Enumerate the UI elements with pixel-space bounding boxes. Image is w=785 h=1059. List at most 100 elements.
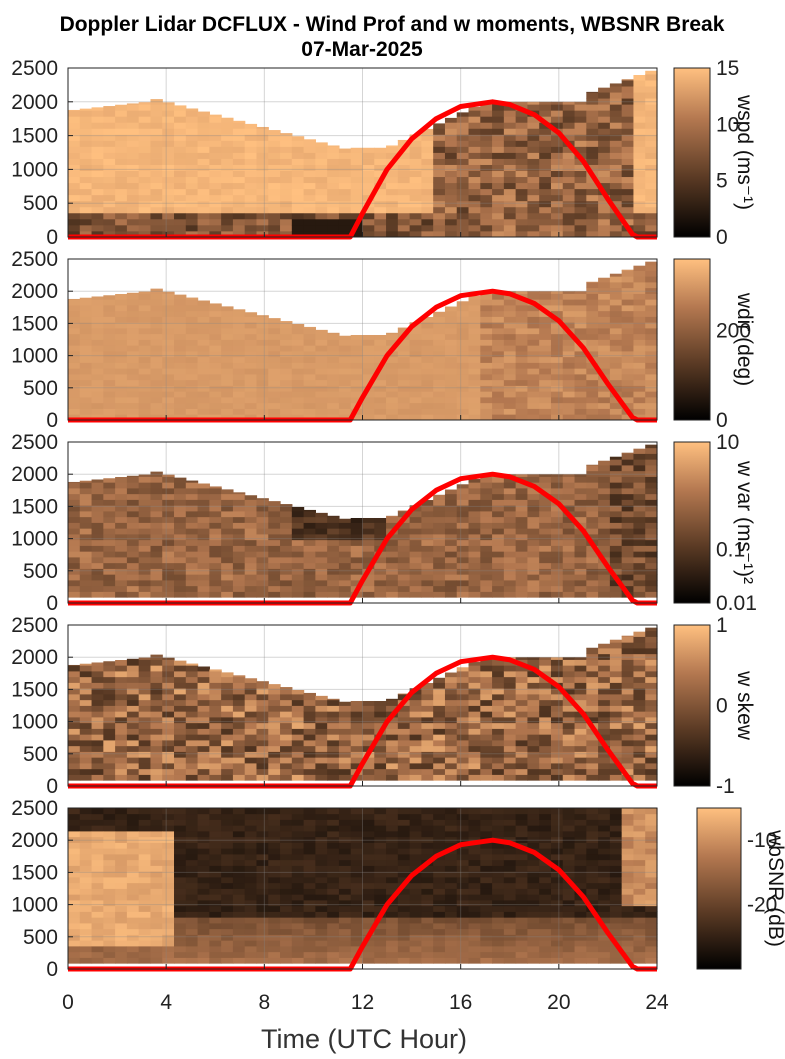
heatmap-cell bbox=[244, 212, 258, 220]
heatmap-cell bbox=[174, 740, 187, 747]
heatmap-cell bbox=[433, 146, 446, 153]
heatmap-cell bbox=[197, 825, 210, 832]
heatmap-cell bbox=[103, 333, 116, 340]
heatmap-cell bbox=[126, 842, 140, 849]
heatmap-cell bbox=[633, 206, 646, 214]
heatmap-cell bbox=[362, 763, 375, 770]
heatmap-cell bbox=[527, 522, 540, 529]
heatmap-cell bbox=[268, 946, 281, 953]
heatmap-cell bbox=[562, 488, 576, 495]
heatmap-cell bbox=[256, 751, 269, 758]
heatmap-cell bbox=[138, 224, 152, 232]
heatmap-cell bbox=[91, 218, 104, 226]
heatmap-cell bbox=[327, 351, 340, 358]
heatmap-cell bbox=[586, 528, 599, 535]
heatmap-cell bbox=[515, 534, 529, 541]
heatmap-cell bbox=[197, 894, 210, 901]
heatmap-cell bbox=[91, 574, 104, 581]
heatmap-cell bbox=[492, 293, 505, 300]
heatmap-cell bbox=[374, 877, 387, 884]
heatmap-cell bbox=[468, 499, 481, 506]
heatmap-cell bbox=[362, 517, 375, 523]
heatmap-cell bbox=[550, 230, 564, 238]
heatmap-cell bbox=[527, 402, 540, 409]
heatmap-cell bbox=[115, 591, 128, 598]
heatmap-cell bbox=[539, 356, 552, 363]
heatmap-cell bbox=[268, 854, 281, 861]
heatmap-cell bbox=[126, 539, 140, 546]
heatmap-cell bbox=[386, 397, 399, 404]
heatmap-cell bbox=[645, 328, 658, 335]
heatmap-cell bbox=[621, 751, 635, 758]
heatmap-cell bbox=[362, 836, 375, 843]
heatmap-cell bbox=[150, 188, 163, 196]
heatmap-cell bbox=[409, 140, 422, 147]
heatmap-cell bbox=[291, 768, 305, 775]
heatmap-cell bbox=[550, 305, 564, 312]
heatmap-cell bbox=[645, 551, 658, 558]
heatmap-cell bbox=[256, 539, 269, 546]
heatmap-cell bbox=[150, 951, 163, 958]
heatmap-cell bbox=[150, 957, 163, 964]
heatmap-cell bbox=[221, 152, 234, 159]
heatmap-cell bbox=[303, 333, 316, 340]
heatmap-cell bbox=[79, 871, 93, 878]
heatmap-cell bbox=[244, 819, 258, 826]
heatmap-cell bbox=[456, 333, 470, 340]
heatmap-cell bbox=[327, 711, 340, 718]
heatmap-cell bbox=[621, 110, 635, 117]
heatmap-cell bbox=[362, 212, 375, 220]
heatmap-cell bbox=[209, 212, 222, 220]
heatmap-cell bbox=[103, 551, 116, 558]
heatmap-cell bbox=[291, 511, 305, 518]
heatmap-cell bbox=[550, 585, 564, 592]
heatmap-cell bbox=[480, 414, 493, 421]
heatmap-cell bbox=[633, 545, 646, 552]
heatmap-cell bbox=[527, 694, 540, 701]
heatmap-cell bbox=[421, 522, 434, 529]
heatmap-cell bbox=[421, 711, 434, 718]
heatmap-cell bbox=[550, 722, 564, 729]
heatmap-cell bbox=[115, 339, 128, 346]
heatmap-cell bbox=[185, 402, 199, 409]
heatmap-cell bbox=[126, 134, 140, 141]
heatmap-cell bbox=[397, 734, 411, 741]
heatmap-cell bbox=[468, 505, 481, 512]
heatmap-cell bbox=[527, 580, 540, 587]
heatmap-cell bbox=[527, 722, 540, 729]
heatmap-cell bbox=[209, 934, 222, 941]
heatmap-cell bbox=[197, 534, 210, 541]
heatmap-cell bbox=[68, 831, 81, 838]
heatmap-cell bbox=[386, 333, 399, 340]
heatmap-cell bbox=[586, 653, 599, 660]
heatmap-cell bbox=[150, 200, 163, 208]
heatmap-cell bbox=[126, 218, 140, 226]
heatmap-cell bbox=[91, 877, 104, 884]
heatmap-cell bbox=[586, 293, 599, 300]
heatmap-cell bbox=[79, 734, 93, 741]
heatmap-cell bbox=[444, 218, 458, 226]
y-tick-label: 2000 bbox=[11, 280, 58, 303]
heatmap-cell bbox=[280, 842, 293, 849]
heatmap-cell bbox=[409, 164, 422, 172]
heatmap-cell bbox=[609, 465, 623, 472]
heatmap-cell bbox=[550, 328, 564, 335]
heatmap-cell bbox=[503, 194, 517, 202]
heatmap-cell bbox=[280, 871, 293, 878]
heatmap-cell bbox=[527, 711, 540, 718]
heatmap-cell bbox=[609, 545, 623, 552]
heatmap-cell bbox=[68, 728, 81, 735]
heatmap-cell bbox=[633, 200, 646, 208]
heatmap-cell bbox=[421, 128, 434, 135]
heatmap-cell bbox=[79, 194, 93, 202]
heatmap-cell bbox=[527, 534, 540, 541]
heatmap-cell bbox=[256, 911, 269, 918]
heatmap-cell bbox=[315, 757, 328, 764]
heatmap-cell bbox=[221, 882, 234, 889]
heatmap-cell bbox=[409, 224, 422, 232]
heatmap-cell bbox=[362, 224, 375, 232]
heatmap-cell bbox=[362, 539, 375, 546]
heatmap-cell bbox=[103, 848, 116, 855]
heatmap-cell bbox=[126, 808, 140, 815]
heatmap-cell bbox=[280, 516, 293, 523]
